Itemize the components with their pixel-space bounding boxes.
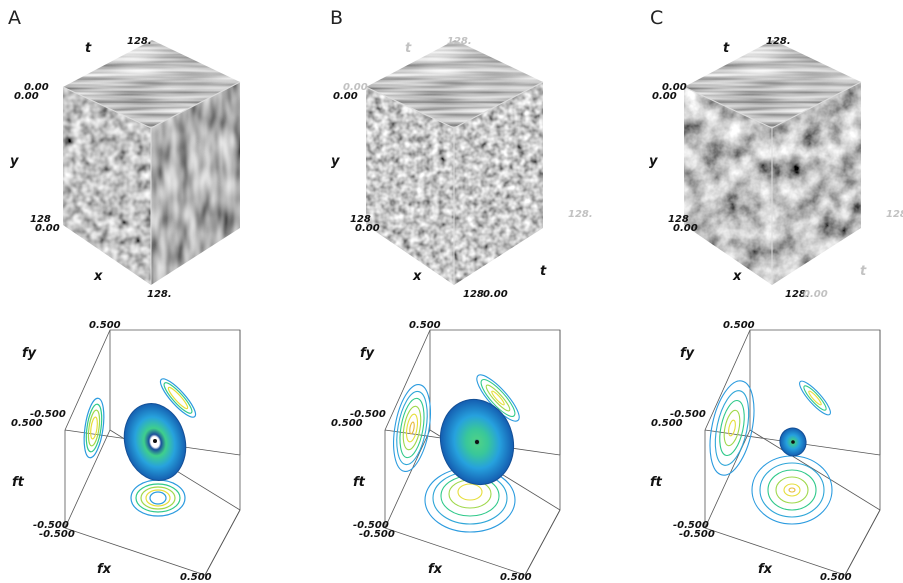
panel-label-b: B bbox=[330, 7, 344, 29]
contours-left-b bbox=[393, 384, 431, 472]
contours-bottom-c bbox=[751, 455, 833, 525]
cube-tick-left-b: 0.00 bbox=[652, 91, 677, 102]
spectrum-tick-bot-b: -0.500 bbox=[39, 529, 75, 540]
cube-t-right-label: t bbox=[540, 264, 547, 279]
cube-tick-top: 128. bbox=[447, 36, 472, 47]
spectrum-c bbox=[704, 329, 881, 576]
cube-t-label: t bbox=[405, 41, 412, 56]
contours-left-c bbox=[709, 380, 755, 476]
panel-label-a: A bbox=[8, 7, 21, 29]
contours-top-a bbox=[159, 378, 197, 418]
spectrum-ft-label: ft bbox=[12, 475, 25, 490]
spectrum-tick-bot-b: -0.500 bbox=[679, 529, 715, 540]
cube-tick-y-bottom: 128 bbox=[30, 214, 51, 225]
panel-label-c: C bbox=[650, 7, 664, 29]
contours-bottom-a bbox=[130, 479, 186, 517]
cube-b bbox=[365, 40, 544, 285]
cube-tick-x-origin: 0.00 bbox=[35, 223, 60, 234]
spectrum-ft-label: ft bbox=[353, 475, 366, 490]
cube-x-label: x bbox=[412, 269, 422, 284]
cube-tick-top: 128. bbox=[766, 36, 791, 47]
spectrum-tick-bot-a: -0.500 bbox=[353, 520, 389, 531]
cube-t-label: t bbox=[723, 41, 730, 56]
spectrum-tick-bot-b: -0.500 bbox=[359, 529, 395, 540]
cube-t-right-label: t bbox=[860, 264, 867, 279]
spectrum-labels-c: 0.500 fy -0.500 0.500 ft -0.500 -0.500 f… bbox=[650, 320, 852, 583]
cube-y-label: y bbox=[331, 154, 340, 169]
cube-labels-a: t 128. 0.00 0.00 y 128 0.00 x 128. bbox=[10, 36, 172, 300]
spectrum-tick-top: 0.500 bbox=[409, 320, 441, 331]
cube-tick-left-b: 0.00 bbox=[14, 91, 39, 102]
spectrum-b bbox=[384, 329, 561, 576]
spectrum-box-c bbox=[704, 329, 881, 576]
spectrum-labels-b: 0.500 fy -0.500 0.500 ft -0.500 -0.500 f… bbox=[331, 320, 532, 583]
contours-top-c bbox=[799, 380, 831, 416]
spectrum-fy-label: fy bbox=[22, 346, 37, 361]
cube-tick-y-bottom: 128 bbox=[350, 214, 371, 225]
spectrum-ft-label: ft bbox=[650, 475, 663, 490]
cube-c bbox=[683, 40, 862, 285]
cube-tick-top: 128. bbox=[127, 36, 152, 47]
spectrum-tick-mid-a: -0.500 bbox=[670, 409, 706, 420]
cube-tick-right-origin: 0.00 bbox=[803, 289, 828, 300]
spectrum-fx-label: fx bbox=[758, 562, 773, 577]
spectrum-tick-mid-b: 0.500 bbox=[651, 418, 683, 429]
cube-tick-x-end: 128. bbox=[785, 289, 810, 300]
cube-x-label: x bbox=[732, 269, 742, 284]
cube-tick-y-bottom: 128 bbox=[668, 214, 689, 225]
contours-left-a bbox=[83, 397, 105, 459]
cube-tick-right: 128. bbox=[568, 209, 593, 220]
cube-tick-left-b: 0.00 bbox=[333, 91, 358, 102]
cube-labels-c: t 128. 0.00 0.00 y 128 0.00 x 128. 0.00 … bbox=[649, 36, 903, 300]
cube-tick-right: 128 bbox=[886, 209, 903, 220]
spectrum-labels-a: 0.500 fy -0.500 0.500 ft -0.500 -0.500 f… bbox=[11, 320, 212, 583]
spectrum-tick-top: 0.500 bbox=[89, 320, 121, 331]
cube-a bbox=[62, 40, 241, 285]
spectrum-a bbox=[64, 329, 241, 576]
cube-y-label: y bbox=[10, 154, 19, 169]
spectrum-tick-end: 0.500 bbox=[500, 572, 532, 583]
cube-tick-x-end: 128 bbox=[463, 289, 484, 300]
contours-top-b bbox=[476, 374, 520, 422]
cube-tick-x-end: 128. bbox=[147, 289, 172, 300]
spectrum-fx-label: fx bbox=[97, 562, 112, 577]
cube-labels-b: t 128. 0.00 0.00 y 128 0.00 x 128 0.00 t… bbox=[331, 36, 593, 300]
spectrum-tick-bot-a: -0.500 bbox=[673, 520, 709, 531]
spectrum-tick-end: 0.500 bbox=[180, 572, 212, 583]
cube-tick-left-a: 0.00 bbox=[662, 82, 687, 93]
cube-x-label: x bbox=[93, 269, 103, 284]
cube-tick-x-origin: 0.00 bbox=[355, 223, 380, 234]
cube-tick-x-origin: 0.00 bbox=[673, 223, 698, 234]
spectrum-tick-mid-a: -0.500 bbox=[350, 409, 386, 420]
spectrum-tick-top: 0.500 bbox=[723, 320, 755, 331]
spectrum-tick-end: 0.500 bbox=[820, 572, 852, 583]
spectrum-tick-mid-b: 0.500 bbox=[331, 418, 363, 429]
spectrum-tick-mid-a: -0.500 bbox=[30, 409, 66, 420]
cube-tick-right-origin: 0.00 bbox=[483, 289, 508, 300]
spectrum-fx-label: fx bbox=[428, 562, 443, 577]
cube-tick-left-a: 0.00 bbox=[24, 82, 49, 93]
spectrum-tick-bot-a: -0.500 bbox=[33, 520, 69, 531]
cube-t-label: t bbox=[85, 41, 92, 56]
spectrum-tick-mid-b: 0.500 bbox=[11, 418, 43, 429]
cube-tick-left-a: 0.00 bbox=[343, 82, 368, 93]
spectrum-fy-label: fy bbox=[360, 346, 375, 361]
spectrum-fy-label: fy bbox=[680, 346, 695, 361]
cube-y-label: y bbox=[649, 154, 658, 169]
